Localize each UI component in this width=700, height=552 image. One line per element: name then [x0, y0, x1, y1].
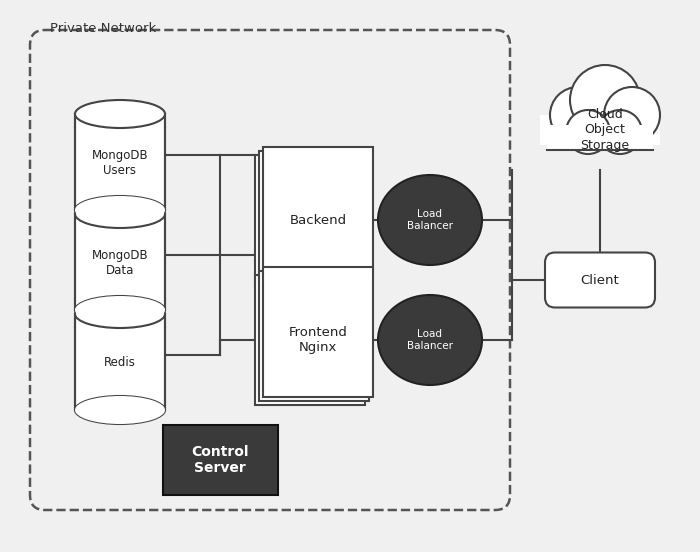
FancyBboxPatch shape	[545, 252, 655, 307]
Bar	[75, 314, 165, 410]
Ellipse shape	[75, 200, 165, 228]
Bar	[255, 155, 365, 285]
Ellipse shape	[75, 396, 165, 424]
Bar	[162, 425, 277, 495]
Bar	[547, 125, 653, 150]
Bar	[259, 151, 369, 281]
Circle shape	[550, 87, 606, 143]
Ellipse shape	[378, 175, 482, 265]
Ellipse shape	[75, 196, 165, 224]
Text: Load
Balancer: Load Balancer	[407, 209, 453, 231]
Bar	[255, 275, 365, 405]
Circle shape	[598, 110, 642, 154]
Ellipse shape	[378, 295, 482, 385]
Circle shape	[604, 87, 660, 143]
Text: Private Network: Private Network	[50, 22, 156, 35]
Ellipse shape	[75, 196, 165, 224]
Bar	[259, 271, 369, 401]
Bar	[263, 267, 373, 397]
Circle shape	[570, 65, 640, 135]
Text: MongoDB
Users: MongoDB Users	[92, 149, 148, 177]
Text: MongoDB
Data: MongoDB Data	[92, 249, 148, 277]
Bar	[263, 147, 373, 277]
Text: Backend: Backend	[289, 214, 346, 226]
Text: Frontend
Nginx: Frontend Nginx	[288, 326, 347, 354]
Ellipse shape	[75, 100, 165, 128]
Text: Client: Client	[580, 273, 620, 286]
Ellipse shape	[75, 296, 165, 324]
Text: Control
Server: Control Server	[191, 445, 248, 475]
Text: Redis: Redis	[104, 357, 136, 369]
Ellipse shape	[75, 396, 165, 424]
Ellipse shape	[75, 300, 165, 328]
Text: Load
Balancer: Load Balancer	[407, 329, 453, 351]
Ellipse shape	[75, 296, 165, 324]
Text: Cloud
Object
Storage: Cloud Object Storage	[580, 109, 629, 151]
Bar	[540, 115, 660, 145]
Bar	[75, 114, 165, 210]
Circle shape	[566, 110, 610, 154]
Bar	[75, 214, 165, 310]
